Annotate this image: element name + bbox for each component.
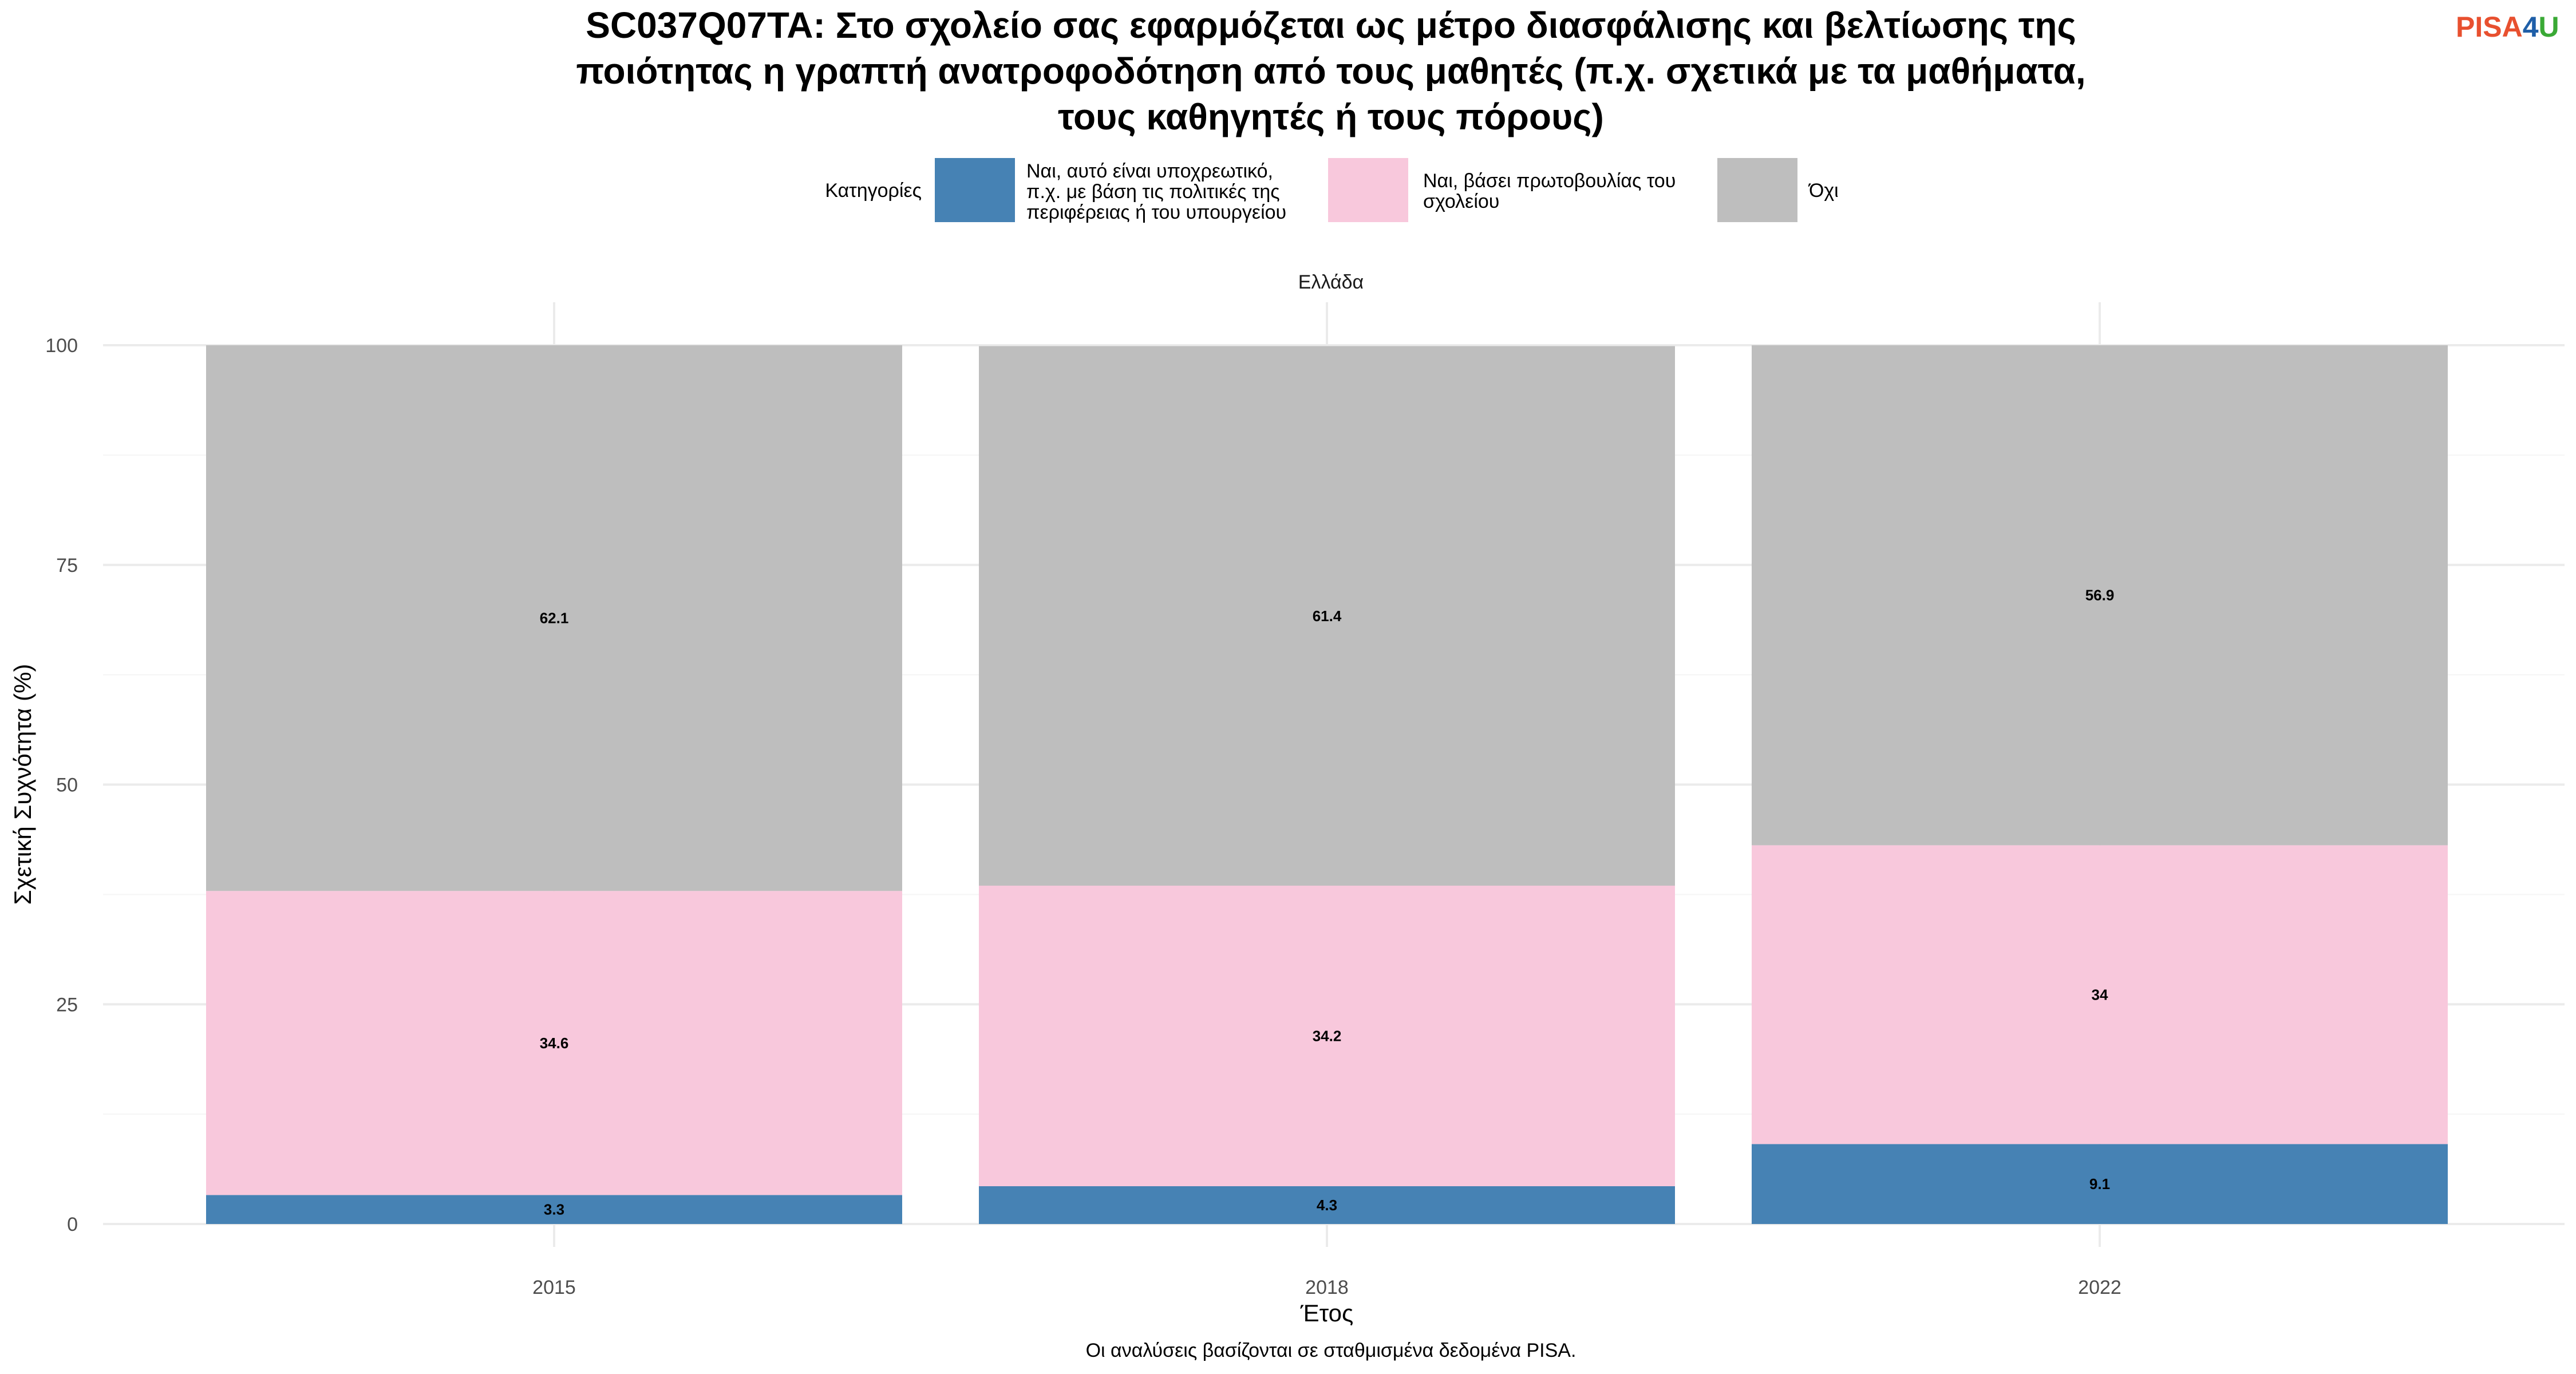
y-tick-label: 100 — [45, 335, 78, 357]
y-tick-label: 25 — [56, 994, 78, 1016]
bar-value-label: 61.4 — [1313, 607, 1342, 625]
chart-title: SC037Q07TA: Στο σχολείο σας εφαρμόζεται … — [576, 5, 2085, 137]
legend-label: Όχι — [1808, 180, 1839, 202]
y-axis-title: Σχετική Συχνότητα (%) — [9, 664, 36, 905]
legend-key — [935, 158, 1015, 222]
chart-title-line: SC037Q07TA: Στο σχολείο σας εφαρμόζεται … — [586, 5, 2076, 46]
y-tick-label: 50 — [56, 775, 78, 796]
bar-value-label: 4.3 — [1317, 1197, 1337, 1214]
legend: Κατηγορίες Ναι, αυτό είναι υποχρεωτικό,π… — [825, 158, 1839, 223]
bar-value-label: 56.9 — [2085, 587, 2115, 604]
logo-text-u: U — [2539, 11, 2559, 43]
facet-label: Ελλάδα — [1298, 271, 1364, 293]
bars — [206, 345, 2448, 1224]
logo-text-4: 4 — [2523, 11, 2539, 43]
x-tick-label: 2022 — [2078, 1277, 2121, 1298]
bar-segment — [206, 1195, 902, 1224]
bar-segment — [206, 891, 902, 1195]
bar-segment — [979, 1186, 1675, 1224]
y-tick-label: 0 — [67, 1214, 78, 1235]
chart-title-line: τους καθηγητές ή τους πόρους) — [1058, 96, 1604, 137]
bar-labels: 3.3 34.6 62.1 4.3 34.2 61.4 9.1 34 56.9 — [540, 587, 2115, 1218]
legend-key — [1717, 158, 1797, 222]
x-tick-label: 2015 — [532, 1277, 576, 1298]
bar-segment — [1752, 345, 2448, 846]
x-tick-label: 2018 — [1305, 1277, 1349, 1298]
svg-text:PISA4U: PISA4U — [2456, 11, 2559, 43]
bar-value-label: 34 — [2092, 986, 2108, 1003]
logo-text-pisa: PISA — [2456, 11, 2523, 43]
legend-label: περιφέρειας ή του υπουργείου — [1026, 202, 1286, 223]
bar-segment — [206, 345, 902, 891]
bar-value-label: 9.1 — [2089, 1175, 2110, 1193]
bar-value-label: 34.2 — [1313, 1028, 1342, 1045]
bar-segment — [979, 886, 1675, 1186]
bar-segment — [1752, 1144, 2448, 1224]
legend-label: π.χ. με βάση τις πολιτικές της — [1026, 181, 1280, 203]
legend-label: Ναι, βάσει πρωτοβουλίας του — [1423, 170, 1676, 192]
legend-label: Ναι, αυτό είναι υποχρεωτικό, — [1026, 160, 1273, 182]
caption: Οι αναλύσεις βασίζονται σε σταθμισμένα δ… — [1086, 1340, 1577, 1361]
bar-value-label: 3.3 — [544, 1201, 564, 1218]
bar-value-label: 62.1 — [540, 610, 569, 627]
legend-label: σχολείου — [1423, 191, 1499, 212]
bar-value-label: 34.6 — [540, 1035, 569, 1052]
x-axis-ticks: 2015 2018 2022 — [532, 1277, 2121, 1298]
bar-segment — [979, 346, 1675, 886]
legend-key — [1328, 158, 1408, 222]
y-axis-ticks: 0 25 50 75 100 — [45, 335, 78, 1235]
y-tick-label: 75 — [56, 555, 78, 577]
pisa4u-logo: PISA4U — [2456, 11, 2559, 43]
bar-segment — [1752, 845, 2448, 1144]
chart-title-line: ποιότητας η γραπτή ανατροφοδότηση από το… — [576, 50, 2085, 92]
x-axis-title: Έτος — [1300, 1300, 1354, 1326]
legend-title: Κατηγορίες — [825, 180, 922, 202]
